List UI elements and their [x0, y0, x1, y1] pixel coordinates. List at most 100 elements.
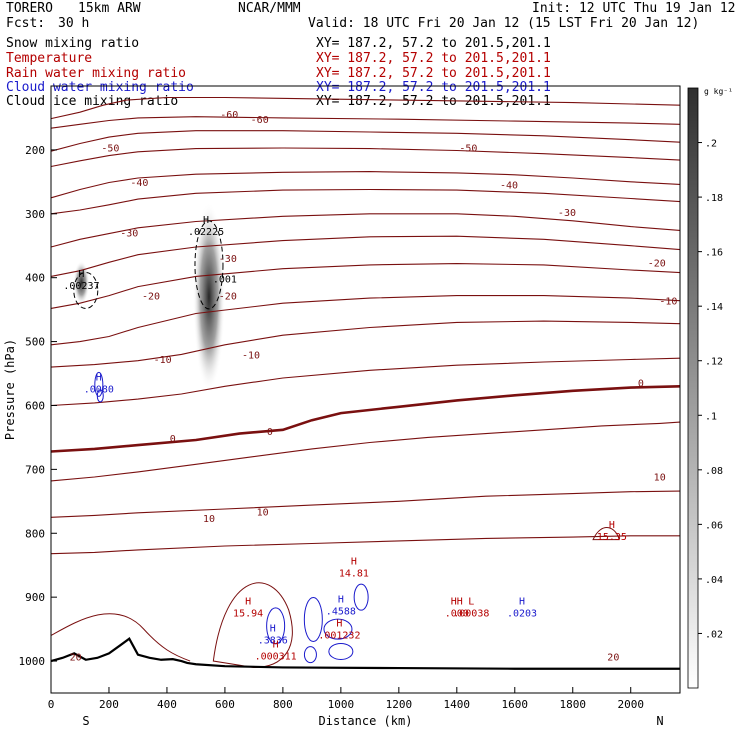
extremum-value: .00237 — [63, 281, 99, 292]
y-tick-label: 800 — [25, 527, 45, 540]
cloud-ice-contour-small — [73, 271, 99, 309]
temperature-label: -20 — [219, 292, 237, 303]
y-tick-label: 400 — [25, 272, 45, 285]
extremum-mark: HH — [451, 597, 463, 608]
temperature-contour-15 — [50, 535, 680, 555]
y-tick-label: 500 — [25, 336, 45, 349]
extremum-mark: H — [609, 520, 615, 531]
temperature-label: -40 — [500, 180, 518, 191]
temperature-label: -30 — [219, 254, 237, 265]
rain-contour-b — [592, 527, 620, 541]
cloud-water-contour-4 — [323, 618, 353, 640]
cloud-water-contour-0 — [94, 371, 104, 397]
temperature-contour-m45 — [50, 147, 681, 168]
temperature-contour-0 — [50, 385, 681, 453]
extremum-value: .02225 — [188, 227, 224, 238]
header-fcst-value: 30 h — [58, 16, 90, 31]
field-cloud-ice-xy: XY= 187.2, 57.2 to 201.5,201.1 — [316, 94, 551, 109]
extremum-mark: H — [78, 269, 84, 280]
temperature-label: 20 — [607, 653, 619, 664]
x-tick-label: 200 — [99, 698, 119, 711]
cloud-water-contour-7 — [303, 646, 317, 664]
temperature-contour-m50 — [50, 130, 681, 152]
temperature-label: -20 — [648, 258, 666, 269]
x-tick-label: 2000 — [617, 698, 644, 711]
y-tick-label: 700 — [25, 463, 45, 476]
field-rain-name: Rain water mixing ratio — [6, 66, 187, 81]
extremum-mark: H — [203, 215, 209, 226]
extremum-mark: H — [336, 618, 342, 629]
y-tick-label: 300 — [25, 208, 45, 221]
y-tick-label: 200 — [25, 144, 45, 157]
field-snow-name: Snow mixing ratio — [6, 36, 140, 51]
x-tick-label: 1600 — [502, 698, 529, 711]
x-tick-label: 1400 — [444, 698, 471, 711]
temperature-label: -60 — [220, 110, 238, 121]
colorbar-tick-label: .16 — [705, 248, 723, 259]
temperature-label: -30 — [120, 228, 138, 239]
x-tick-label: 0 — [48, 698, 55, 711]
temperature-label: 20 — [70, 653, 82, 664]
extremum-value: .4588 — [326, 607, 356, 618]
colorbar-tick-label: .18 — [705, 193, 723, 204]
temperature-label: -50 — [459, 143, 477, 154]
x-tick-label: 600 — [215, 698, 235, 711]
extremum-mark: H — [96, 372, 102, 383]
field-cloud-water-xy: XY= 187.2, 57.2 to 201.5,201.1 — [316, 80, 551, 95]
temperature-label: -10 — [154, 355, 172, 366]
extremum-value: .0203 — [507, 609, 537, 620]
extremum-mark: H — [245, 597, 251, 608]
temperature-contour-m20 — [50, 263, 681, 309]
colorbar-tick-label: .2 — [705, 139, 717, 150]
temperature-label: 0 — [170, 434, 176, 445]
cloud-water-contour-3 — [303, 597, 323, 643]
header-fcst-label: Fcst: — [6, 16, 46, 31]
snow-shading-1 — [73, 260, 90, 305]
temperature-contour-m35 — [50, 188, 681, 215]
temperature-contour-m55 — [50, 116, 681, 129]
field-temperature-name: Temperature — [6, 51, 93, 66]
header-run: 15km ARW — [78, 1, 141, 16]
temperature-contour-m60 — [50, 96, 681, 120]
colorbar-tick-label: .12 — [705, 357, 723, 368]
temperature-label: 10 — [203, 514, 215, 525]
colorbar-tick-label: .08 — [705, 466, 723, 477]
y-tick-label: 900 — [25, 591, 45, 604]
colorbar-tick-label: .06 — [705, 520, 723, 531]
extremum-mark: H — [351, 556, 357, 567]
temperature-contour-m10 — [50, 320, 681, 368]
header-valid: Valid: 18 UTC Fri 20 Jan 12 (15 LST Fri … — [308, 16, 700, 31]
temperature-label: 10 — [654, 472, 666, 483]
extremum-value: .001 — [213, 274, 237, 285]
temperature-label: -10 — [659, 297, 677, 308]
extremum-value: .000 — [445, 609, 469, 620]
end-label-left: S — [82, 714, 89, 728]
cloud-water-contour-6 — [328, 642, 354, 660]
field-cloud-water-name: Cloud water mixing ratio — [6, 80, 194, 95]
temperature-label: 0 — [267, 427, 273, 438]
temperature-label: -30 — [558, 208, 576, 219]
cloud-water-contour-2 — [266, 607, 286, 645]
extremum-mark: H — [273, 639, 279, 650]
y-tick-label: 1000 — [19, 655, 46, 668]
extremum-value: 15.94 — [233, 609, 263, 620]
temperature-contour-5 — [50, 421, 681, 482]
colorbar-tick-label: .04 — [705, 575, 723, 586]
colorbar-tick-label: .1 — [705, 411, 717, 422]
temperature-contour-m15 — [50, 295, 681, 346]
cloud-water-contour-5 — [353, 583, 369, 611]
temperature-label: -50 — [101, 143, 119, 154]
y-axis-label: Pressure (hPa) — [3, 339, 17, 440]
colorbar-tick-label: .14 — [705, 302, 723, 313]
x-tick-label: 1000 — [328, 698, 355, 711]
field-rain-xy: XY= 187.2, 57.2 to 201.5,201.1 — [316, 66, 551, 81]
x-tick-label: 800 — [273, 698, 293, 711]
colorbar — [687, 87, 699, 689]
rain-contour-a — [212, 582, 293, 668]
temperature-contour-m40 — [50, 171, 681, 199]
temperature-label: 0 — [638, 378, 644, 389]
x-tick-label: 400 — [157, 698, 177, 711]
temperature-label: -40 — [130, 178, 148, 189]
temperature-label: -10 — [242, 350, 260, 361]
extremum-mark: H — [270, 623, 276, 634]
